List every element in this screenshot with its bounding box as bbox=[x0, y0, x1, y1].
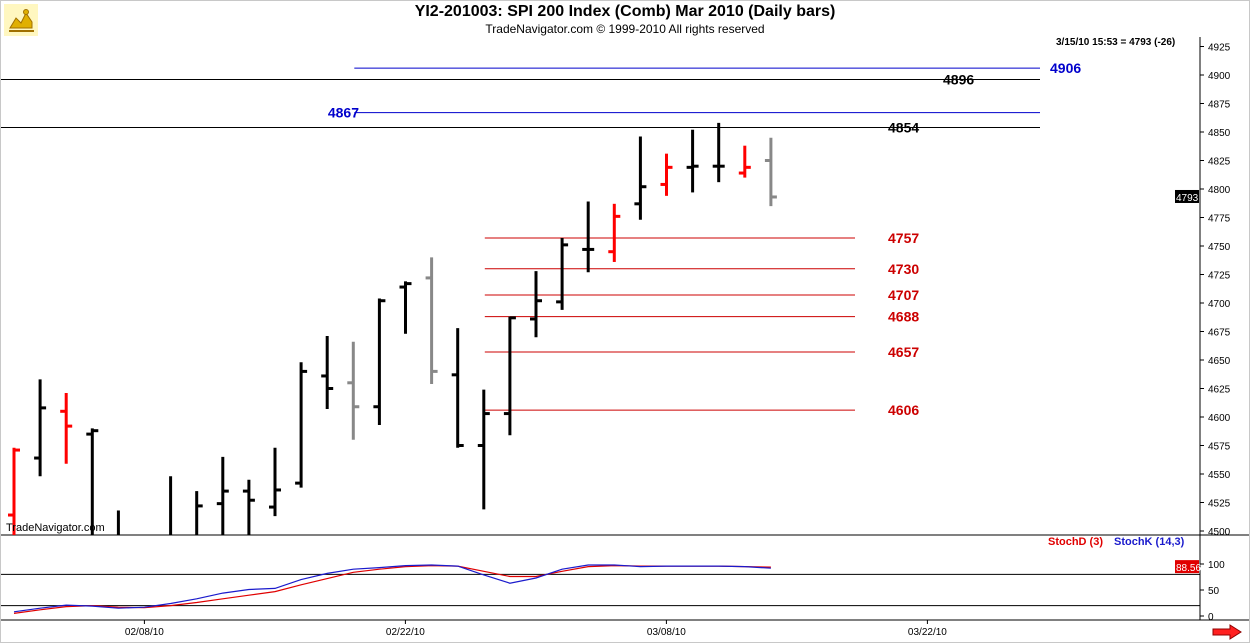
level-label-4896: 4896 bbox=[943, 72, 974, 88]
stoch-tick-label: 50 bbox=[1208, 586, 1220, 597]
ohlc-bar bbox=[738, 145, 751, 178]
ohlc-bar bbox=[712, 122, 725, 183]
price-tick-label: 4625 bbox=[1208, 385, 1231, 396]
last-value-box bbox=[1175, 189, 1199, 203]
ohlc-bar bbox=[530, 271, 542, 338]
level-label-4867: 4867 bbox=[328, 105, 359, 121]
stoch-line-red bbox=[13, 564, 771, 614]
ohlc-bar bbox=[634, 136, 647, 220]
ohlc-bar bbox=[195, 491, 203, 535]
price-tick-label: 4525 bbox=[1208, 499, 1231, 510]
price-tick-label: 4775 bbox=[1208, 214, 1231, 225]
ohlc-bar bbox=[608, 203, 621, 262]
stoch-value-box bbox=[1175, 560, 1199, 574]
ohlc-bar bbox=[216, 456, 229, 535]
ohlc-bar bbox=[477, 389, 490, 510]
ohlc-bar bbox=[556, 238, 569, 310]
ohlc-bar bbox=[8, 447, 20, 535]
watermark: TradeNavigator.com bbox=[6, 522, 105, 534]
last-value-label: 4793 bbox=[1176, 193, 1199, 204]
price-tick-label: 4850 bbox=[1208, 128, 1231, 139]
ohlc-bar bbox=[60, 393, 73, 464]
price-tick-label: 4600 bbox=[1208, 413, 1231, 424]
time-tick-label: 03/08/10 bbox=[647, 627, 686, 638]
ohlc-bar bbox=[139, 554, 151, 577]
ohlc-bar bbox=[242, 479, 255, 535]
time-tick-label: 02/22/10 bbox=[386, 627, 425, 638]
legend-stoch-k: StochK (14,3) bbox=[1114, 536, 1185, 548]
ohlc-bar bbox=[34, 379, 47, 477]
price-tick-label: 4550 bbox=[1208, 470, 1231, 481]
price-tick-label: 4750 bbox=[1208, 242, 1231, 253]
price-levels: 4906 4896 4867 4854 4757 4730 4707 4688 4657 4606 bbox=[1, 60, 1081, 418]
stochastic-pane: 0 50 100 88.56 bbox=[1, 560, 1225, 623]
ohlc-bar bbox=[686, 129, 699, 193]
price-tick-label: 4875 bbox=[1208, 100, 1231, 111]
ohlc-bar bbox=[347, 341, 360, 440]
level-label-4688: 4688 bbox=[888, 309, 919, 325]
ohlc-bar bbox=[373, 298, 386, 425]
price-tick-label: 4725 bbox=[1208, 271, 1231, 282]
level-label-4854: 4854 bbox=[888, 119, 919, 135]
ohlc-bar bbox=[86, 428, 99, 535]
level-label-4707: 4707 bbox=[888, 287, 919, 303]
ohlc-bar bbox=[425, 257, 438, 384]
price-tick-label: 4575 bbox=[1208, 442, 1231, 453]
stoch-value-label: 88.56 bbox=[1176, 563, 1201, 574]
ohlc-bar bbox=[660, 153, 673, 196]
ohlc-bar bbox=[116, 510, 120, 535]
last-quote: 3/15/10 15:53 = 4793 (-26) bbox=[1056, 37, 1176, 48]
chart-title: YI2-201003: SPI 200 Index (Comb) Mar 201… bbox=[414, 3, 836, 20]
time-tick-label: 02/08/10 bbox=[125, 627, 164, 638]
time-tick-label: 03/22/10 bbox=[908, 627, 947, 638]
ohlc-bars bbox=[8, 122, 777, 577]
ohlc-bar bbox=[295, 362, 308, 488]
time-axis: 02/08/10 02/22/10 03/08/10 03/22/10 bbox=[125, 620, 947, 638]
ohlc-bar bbox=[399, 281, 412, 334]
level-label-4757: 4757 bbox=[888, 230, 919, 246]
level-label-4657: 4657 bbox=[888, 344, 919, 360]
ohlc-bar bbox=[269, 447, 281, 517]
price-tick-label: 4500 bbox=[1208, 527, 1231, 538]
ohlc-bar bbox=[169, 476, 173, 535]
legend-stoch-d: StochD (3) bbox=[1048, 536, 1103, 548]
price-axis-ticks: 4500 4525 4550 4575 4600 4625 4650 4675 4700 4725… bbox=[1200, 43, 1231, 538]
level-label-4730: 4730 bbox=[888, 261, 919, 277]
trading-bull-logo-icon[interactable] bbox=[4, 4, 38, 36]
price-tick-label: 4900 bbox=[1208, 71, 1231, 82]
price-tick-label: 4700 bbox=[1208, 299, 1231, 310]
price-tick-label: 4800 bbox=[1208, 185, 1231, 196]
ohlc-bar bbox=[764, 137, 777, 207]
red-right-arrow-icon[interactable] bbox=[1212, 624, 1242, 640]
price-tick-label: 4650 bbox=[1208, 356, 1231, 367]
price-tick-label: 4675 bbox=[1208, 328, 1231, 339]
price-tick-label: 4925 bbox=[1208, 43, 1231, 54]
level-label-4906: 4906 bbox=[1050, 60, 1081, 76]
ohlc-bar bbox=[321, 336, 334, 410]
chart-subtitle: TradeNavigator.com © 1999-2010 All right… bbox=[485, 22, 765, 36]
stoch-tick-label: 100 bbox=[1208, 560, 1225, 571]
stoch-tick-label: 0 bbox=[1208, 612, 1214, 623]
stoch-line-blue bbox=[13, 564, 771, 613]
ohlc-bar bbox=[503, 316, 516, 436]
price-tick-label: 4825 bbox=[1208, 157, 1231, 168]
ohlc-bar bbox=[582, 201, 595, 273]
level-label-4606: 4606 bbox=[888, 402, 919, 418]
ohlc-bar bbox=[451, 328, 464, 448]
